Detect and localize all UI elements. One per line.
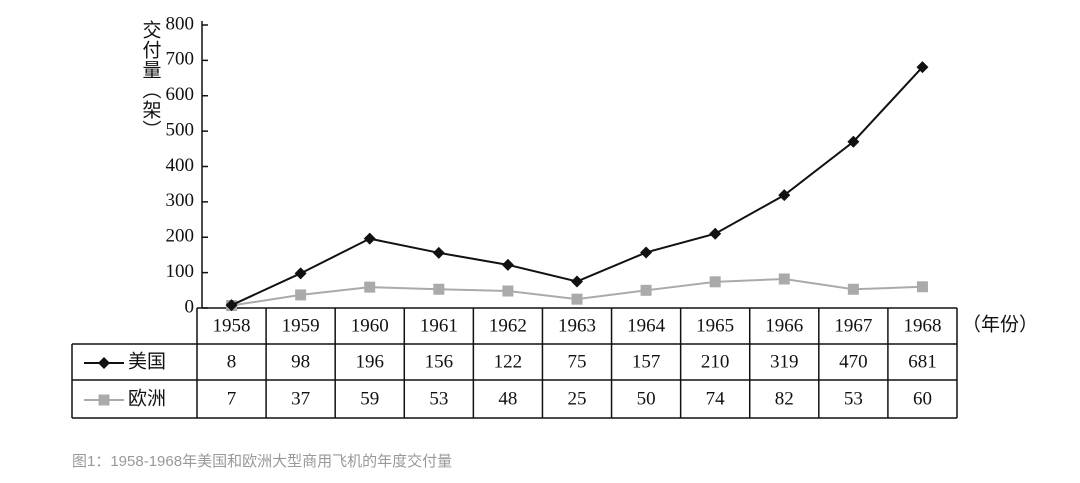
x-tick-label: 1966 bbox=[765, 315, 803, 336]
series bbox=[226, 273, 928, 312]
point bbox=[225, 299, 238, 312]
point bbox=[778, 273, 790, 285]
y-tick-label: 400 bbox=[166, 155, 195, 176]
x-tick-label: 1965 bbox=[696, 315, 734, 336]
point bbox=[709, 227, 722, 240]
point bbox=[363, 232, 376, 245]
table-value: 75 bbox=[568, 351, 587, 372]
point bbox=[916, 281, 928, 293]
line bbox=[231, 66, 924, 307]
table-value: 319 bbox=[770, 351, 799, 372]
x-tick-label: 1960 bbox=[351, 315, 389, 336]
table-value: 53 bbox=[844, 388, 863, 409]
table-value: 82 bbox=[775, 388, 794, 409]
table-value: 98 bbox=[291, 351, 310, 372]
legend-label: 美国 bbox=[128, 350, 166, 372]
legend-marker bbox=[98, 394, 110, 406]
y-tick-label: 500 bbox=[166, 119, 195, 140]
point bbox=[295, 289, 307, 301]
table-value: 48 bbox=[498, 388, 517, 409]
table-value: 60 bbox=[913, 388, 932, 409]
legend-label: 欧洲 bbox=[128, 387, 166, 409]
table-value: 196 bbox=[355, 351, 384, 372]
point bbox=[640, 284, 652, 296]
x-tick-label: 1963 bbox=[558, 315, 596, 336]
table-value: 53 bbox=[429, 388, 448, 409]
point bbox=[847, 135, 860, 148]
x-tick-label: 1968 bbox=[903, 315, 941, 336]
y-tick-label: 300 bbox=[166, 190, 195, 211]
point bbox=[709, 276, 721, 288]
table-value: 37 bbox=[291, 388, 310, 409]
table-value: 25 bbox=[568, 388, 587, 409]
x-tick-label: 1961 bbox=[420, 315, 458, 336]
legend-marker bbox=[98, 357, 110, 369]
x-tick-label: 1959 bbox=[282, 315, 320, 336]
series bbox=[225, 61, 929, 312]
point bbox=[571, 275, 583, 288]
point bbox=[778, 189, 791, 202]
point bbox=[502, 285, 514, 297]
table-value: 470 bbox=[839, 351, 868, 372]
y-tick-label: 200 bbox=[166, 226, 195, 247]
table-value: 157 bbox=[632, 351, 661, 372]
x-tick-label: 1958 bbox=[213, 315, 251, 336]
table-value: 681 bbox=[908, 351, 937, 372]
point bbox=[640, 246, 653, 259]
point bbox=[847, 283, 859, 295]
y-axis-label: 交付量（架） bbox=[140, 20, 162, 140]
point bbox=[433, 283, 445, 295]
y-tick-label: 700 bbox=[166, 49, 195, 70]
y-tick-label: 600 bbox=[166, 84, 195, 105]
table-value: 8 bbox=[227, 351, 237, 372]
y-tick-label: 100 bbox=[166, 261, 195, 282]
point bbox=[364, 281, 376, 293]
x-tick-label: 1967 bbox=[834, 315, 872, 336]
point bbox=[916, 61, 929, 74]
table-value: 50 bbox=[637, 388, 656, 409]
point bbox=[432, 246, 445, 259]
table-value: 122 bbox=[494, 351, 523, 372]
table-value: 74 bbox=[706, 388, 726, 409]
y-tick-label: 0 bbox=[185, 296, 195, 317]
point bbox=[501, 258, 514, 271]
caption: 图1：1958-1968年美国和欧洲大型商用飞机的年度交付量 bbox=[72, 452, 452, 470]
table-value: 210 bbox=[701, 351, 730, 372]
point bbox=[571, 293, 583, 305]
x-tick-label: 1962 bbox=[489, 315, 527, 336]
table-value: 7 bbox=[227, 388, 237, 409]
x-axis-label: （年份） bbox=[962, 313, 1038, 335]
table-value: 59 bbox=[360, 388, 379, 409]
table-value: 156 bbox=[425, 351, 454, 372]
x-tick-label: 1964 bbox=[627, 315, 666, 336]
point bbox=[294, 267, 307, 280]
y-tick-label: 800 bbox=[166, 13, 195, 34]
